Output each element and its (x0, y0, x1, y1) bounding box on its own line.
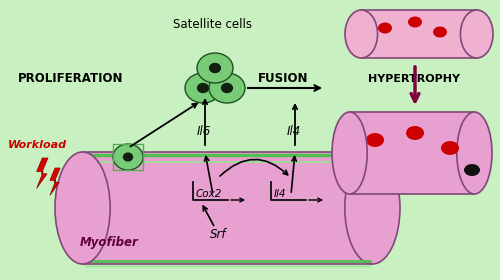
Text: PROLIFERATION: PROLIFERATION (18, 72, 124, 85)
Text: Il4: Il4 (287, 125, 301, 138)
Ellipse shape (210, 64, 220, 73)
Ellipse shape (197, 53, 233, 83)
Text: Satellite cells: Satellite cells (173, 18, 252, 31)
Text: Myofiber: Myofiber (80, 236, 139, 249)
Polygon shape (50, 168, 60, 195)
Ellipse shape (460, 10, 493, 58)
Text: HYPERTROPHY: HYPERTROPHY (368, 74, 460, 84)
Ellipse shape (185, 73, 221, 103)
Ellipse shape (350, 164, 366, 176)
Ellipse shape (408, 17, 422, 27)
Ellipse shape (464, 164, 480, 176)
Ellipse shape (113, 144, 143, 170)
Text: Il4: Il4 (274, 189, 286, 199)
Ellipse shape (406, 126, 424, 140)
Ellipse shape (55, 152, 110, 264)
Ellipse shape (366, 133, 384, 147)
Ellipse shape (198, 83, 208, 92)
Ellipse shape (124, 153, 132, 161)
Bar (350, 112, 474, 194)
Bar (82, 152, 372, 264)
Ellipse shape (209, 73, 245, 103)
Text: Il6: Il6 (197, 125, 211, 138)
Bar (113, 144, 143, 170)
Ellipse shape (433, 27, 447, 38)
Polygon shape (36, 158, 48, 188)
Ellipse shape (441, 141, 459, 155)
Ellipse shape (222, 83, 232, 92)
Text: Workload: Workload (8, 140, 67, 150)
Ellipse shape (457, 112, 492, 194)
Text: FUSION: FUSION (258, 72, 308, 85)
Text: Srf: Srf (210, 228, 226, 241)
Ellipse shape (345, 10, 378, 58)
Text: Cox2: Cox2 (196, 189, 222, 199)
Bar (362, 10, 476, 58)
Ellipse shape (345, 152, 400, 264)
Ellipse shape (378, 22, 392, 34)
Ellipse shape (332, 112, 367, 194)
